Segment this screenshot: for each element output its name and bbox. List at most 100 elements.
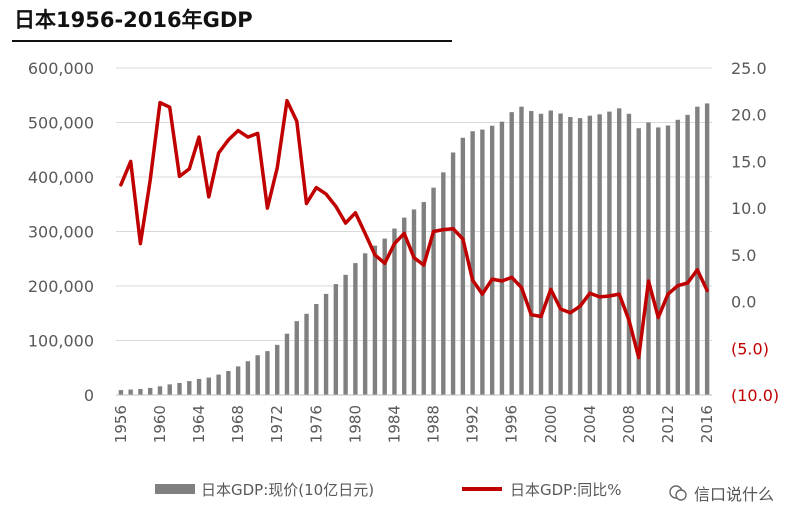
gdp-bar <box>626 113 632 395</box>
left-tick-label: 400,000 <box>28 168 94 187</box>
gdp-bar <box>265 351 270 395</box>
gdp-bar <box>675 119 681 396</box>
gdp-bar <box>314 303 319 395</box>
gdp-bar <box>597 114 602 395</box>
x-tick-label: 1956 <box>112 405 130 443</box>
gdp-bar <box>587 115 593 395</box>
gdp-bar <box>665 125 671 395</box>
watermark: 信口说什么 <box>668 481 774 505</box>
gdp-bar <box>519 106 524 395</box>
chart-title: 日本1956-2016年GDP <box>14 8 253 32</box>
gdp-bar <box>509 112 514 396</box>
left-tick-label: 500,000 <box>28 114 94 133</box>
x-tick-label: 2000 <box>542 405 560 443</box>
gdp-bar <box>411 209 417 395</box>
gdp-bar <box>489 125 495 396</box>
x-tick-label: 2016 <box>698 405 716 443</box>
gdp-bar <box>568 117 573 396</box>
gdp-bar <box>607 111 612 395</box>
gdp-bar <box>206 377 212 395</box>
gdp-bar <box>695 106 700 395</box>
gdp-bars <box>118 103 710 396</box>
gdp-bar <box>353 263 358 395</box>
gdp-bar <box>323 293 329 395</box>
x-tick-label: 2004 <box>581 405 599 443</box>
gdp-bar <box>460 137 466 395</box>
gdp-bar <box>441 172 446 395</box>
gdp-bar <box>255 355 260 395</box>
gdp-bar <box>235 366 241 395</box>
gdp-bar <box>196 378 202 395</box>
gdp-bar <box>382 238 387 395</box>
gdp-bar <box>470 131 475 395</box>
gdp-bar <box>636 128 641 395</box>
legend: 日本GDP:现价(10亿日元) 日本GDP:同比% <box>155 481 622 499</box>
gdp-bar <box>118 390 124 395</box>
gdp-bar <box>499 121 505 396</box>
gdp-bar <box>529 111 534 396</box>
left-tick-label: 0 <box>84 386 94 405</box>
x-tick-label: 1960 <box>151 405 169 443</box>
x-tick-label: 2012 <box>659 405 677 443</box>
right-tick-label: 5.0 <box>731 246 756 265</box>
gdp-bar <box>343 274 348 395</box>
right-tick-label: (5.0) <box>731 339 769 358</box>
x-tick-label: 1964 <box>190 405 208 443</box>
right-tick-label: 20.0 <box>731 106 767 125</box>
gdp-bar <box>392 228 397 395</box>
gdp-bar <box>138 389 143 395</box>
right-tick-label: 0.0 <box>731 293 756 312</box>
watermark-text: 信口说什么 <box>693 485 774 504</box>
legend-bar-swatch <box>155 484 195 494</box>
x-tick-label: 1980 <box>346 405 364 443</box>
growth-line <box>119 98 709 360</box>
gdp-bar <box>558 113 563 395</box>
legend-line-label: 日本GDP:同比% <box>510 481 622 499</box>
x-tick-label: 1984 <box>385 405 403 443</box>
gdp-bar <box>294 321 299 395</box>
wechat-icon <box>669 485 687 501</box>
gdp-bar <box>216 374 221 395</box>
gdp-bar <box>704 103 710 396</box>
gdp-bar <box>333 284 339 395</box>
left-axis-ticks: 0 100,000 200,000 300,000 400,000 500,000 600,… <box>28 59 94 405</box>
right-axis-ticks: (10.0) (5.0) 0.0 5.0 10.0 15.0 20.0 25.0 <box>731 59 779 405</box>
gdp-bar <box>402 217 407 395</box>
x-tick-label: 1976 <box>307 405 325 443</box>
gdp-bar <box>304 313 309 395</box>
left-tick-label: 600,000 <box>28 59 94 78</box>
x-tick-label: 1996 <box>503 405 521 443</box>
x-tick-label: 1972 <box>268 405 286 443</box>
gdp-bar <box>646 122 651 395</box>
gdp-bar <box>226 371 231 395</box>
gdp-bar <box>431 187 436 395</box>
title-underline <box>12 40 452 42</box>
legend-bar-label: 日本GDP:现价(10亿日元) <box>201 481 374 499</box>
gdp-bar <box>167 384 172 395</box>
left-tick-label: 300,000 <box>28 223 94 242</box>
gdp-bar <box>685 114 690 396</box>
left-tick-label: 100,000 <box>28 332 94 351</box>
gdp-bar <box>157 386 163 395</box>
right-tick-label: (10.0) <box>731 386 779 405</box>
gdp-bar <box>421 202 426 395</box>
x-axis-ticks: 1956 1960 1964 1968 1972 1976 1980 1984 1988 1992… <box>112 405 716 443</box>
x-tick-label: 1968 <box>229 405 247 443</box>
left-tick-label: 200,000 <box>28 277 94 296</box>
right-tick-label: 25.0 <box>731 59 767 78</box>
gdp-bar <box>538 113 544 395</box>
gdp-bar <box>362 253 368 395</box>
gdp-bar <box>577 118 583 395</box>
x-tick-label: 1988 <box>425 405 443 443</box>
gdp-bar <box>284 333 290 395</box>
gdp-bar <box>187 381 192 395</box>
gdp-bar <box>616 108 622 395</box>
gdp-bar <box>128 389 133 395</box>
growth-line-path <box>119 98 709 360</box>
gdp-bar <box>372 245 378 395</box>
gdp-bar <box>147 387 153 395</box>
gdp-bar <box>656 127 661 395</box>
gdp-bar <box>548 110 553 395</box>
gdp-bar <box>245 361 251 395</box>
